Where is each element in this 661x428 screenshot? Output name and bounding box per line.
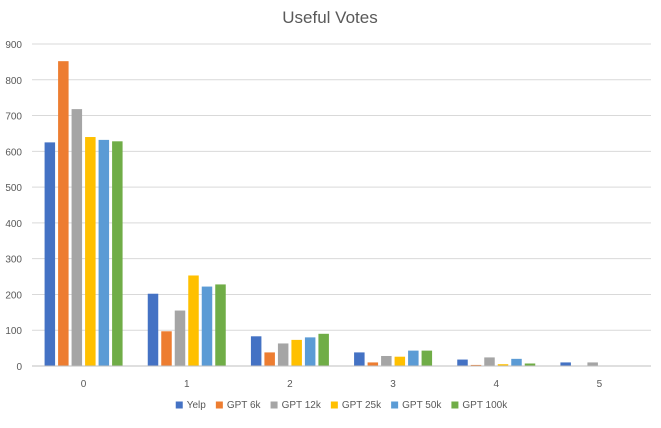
bar-gpt-12k-1 xyxy=(174,310,186,366)
legend: Yelp GPT 6k GPT 12k GPT 25k GPT 50k GPT 100k xyxy=(175,400,508,411)
bar-gpt-25k-2 xyxy=(291,339,302,366)
chart-title: Useful Votes xyxy=(282,8,377,27)
legend-swatch xyxy=(215,401,223,409)
bar-gpt-50k-4 xyxy=(511,358,522,366)
bar-gpt-50k-0 xyxy=(98,139,110,366)
bar-gpt-6k-3 xyxy=(367,362,379,366)
x-tick-label: 4 xyxy=(493,379,499,390)
legend-item-gpt-6k: GPT 6k xyxy=(215,400,262,411)
legend-swatch xyxy=(270,401,278,409)
legend-item-gpt-100k: GPT 100k xyxy=(451,400,508,411)
legend-item-gpt-50k: GPT 50k xyxy=(391,400,442,411)
bar-gpt-50k-2 xyxy=(304,337,316,366)
bar-gpt-25k-3 xyxy=(394,356,406,366)
bar-gpt-6k-1 xyxy=(161,331,172,366)
bar-gpt-6k-0 xyxy=(58,61,69,366)
legend-label: GPT 6k xyxy=(227,400,262,411)
x-tick-label: 0 xyxy=(81,379,87,390)
legend-swatch xyxy=(175,401,183,409)
bar-gpt-25k-0 xyxy=(85,137,96,366)
legend-label: GPT 25k xyxy=(342,400,382,411)
bar-yelp-2 xyxy=(250,336,262,366)
legend-label: GPT 100k xyxy=(462,400,508,411)
bar-gpt-6k-4 xyxy=(470,364,482,366)
bar-gpt-12k-2 xyxy=(277,343,289,366)
bar-gpt-12k-0 xyxy=(71,109,83,367)
legend-swatch xyxy=(391,401,399,409)
bar-gpt-12k-4 xyxy=(484,357,495,366)
bar-gpt-100k-3 xyxy=(421,350,433,366)
bar-gpt-25k-4 xyxy=(497,364,509,366)
legend-swatch xyxy=(451,401,459,409)
bar-yelp-0 xyxy=(44,142,56,366)
legend-swatch xyxy=(330,401,338,409)
bar-gpt-100k-4 xyxy=(524,363,536,366)
y-axis-tick-labels: 0 100 200 300 400 500 600 700 800 900 xyxy=(5,40,22,373)
bar-gpt-50k-3 xyxy=(408,350,419,366)
x-tick-label: 2 xyxy=(287,379,293,390)
legend-label: GPT 12k xyxy=(282,400,322,411)
bar-gpt-100k-1 xyxy=(215,284,226,366)
y-tick-label: 500 xyxy=(5,183,22,194)
x-tick-label: 3 xyxy=(390,379,396,390)
legend-label: Yelp xyxy=(187,400,207,411)
x-tick-label: 5 xyxy=(597,379,603,390)
bar-gpt-100k-0 xyxy=(112,141,123,366)
y-tick-label: 800 xyxy=(5,76,22,87)
y-tick-label: 0 xyxy=(16,362,22,373)
bar-yelp-3 xyxy=(354,352,365,366)
bar-yelp-4 xyxy=(457,359,468,366)
bar-yelp-5 xyxy=(560,362,571,366)
x-axis-tick-labels: 0 1 2 3 4 5 xyxy=(81,379,603,390)
bar-gpt-12k-3 xyxy=(381,355,392,366)
bar-gpt-6k-2 xyxy=(264,352,275,366)
bars xyxy=(44,61,598,367)
y-tick-label: 300 xyxy=(5,255,22,266)
bar-gpt-25k-1 xyxy=(188,275,199,366)
bar-gpt-12k-5 xyxy=(587,362,598,366)
y-tick-label: 200 xyxy=(5,290,22,301)
legend-label: GPT 50k xyxy=(402,400,442,411)
bar-gpt-50k-1 xyxy=(201,286,213,366)
legend-item-yelp: Yelp xyxy=(175,400,207,411)
legend-item-gpt-12k: GPT 12k xyxy=(270,400,322,411)
y-tick-label: 400 xyxy=(5,219,22,230)
gridlines xyxy=(32,43,651,331)
y-tick-label: 600 xyxy=(5,147,22,158)
y-tick-label: 900 xyxy=(5,40,22,51)
y-tick-label: 700 xyxy=(5,112,22,123)
y-tick-label: 100 xyxy=(5,326,22,337)
bar-gpt-100k-2 xyxy=(318,333,329,366)
x-tick-label: 1 xyxy=(184,379,190,390)
bar-yelp-1 xyxy=(147,293,159,366)
legend-item-gpt-25k: GPT 25k xyxy=(330,400,382,411)
